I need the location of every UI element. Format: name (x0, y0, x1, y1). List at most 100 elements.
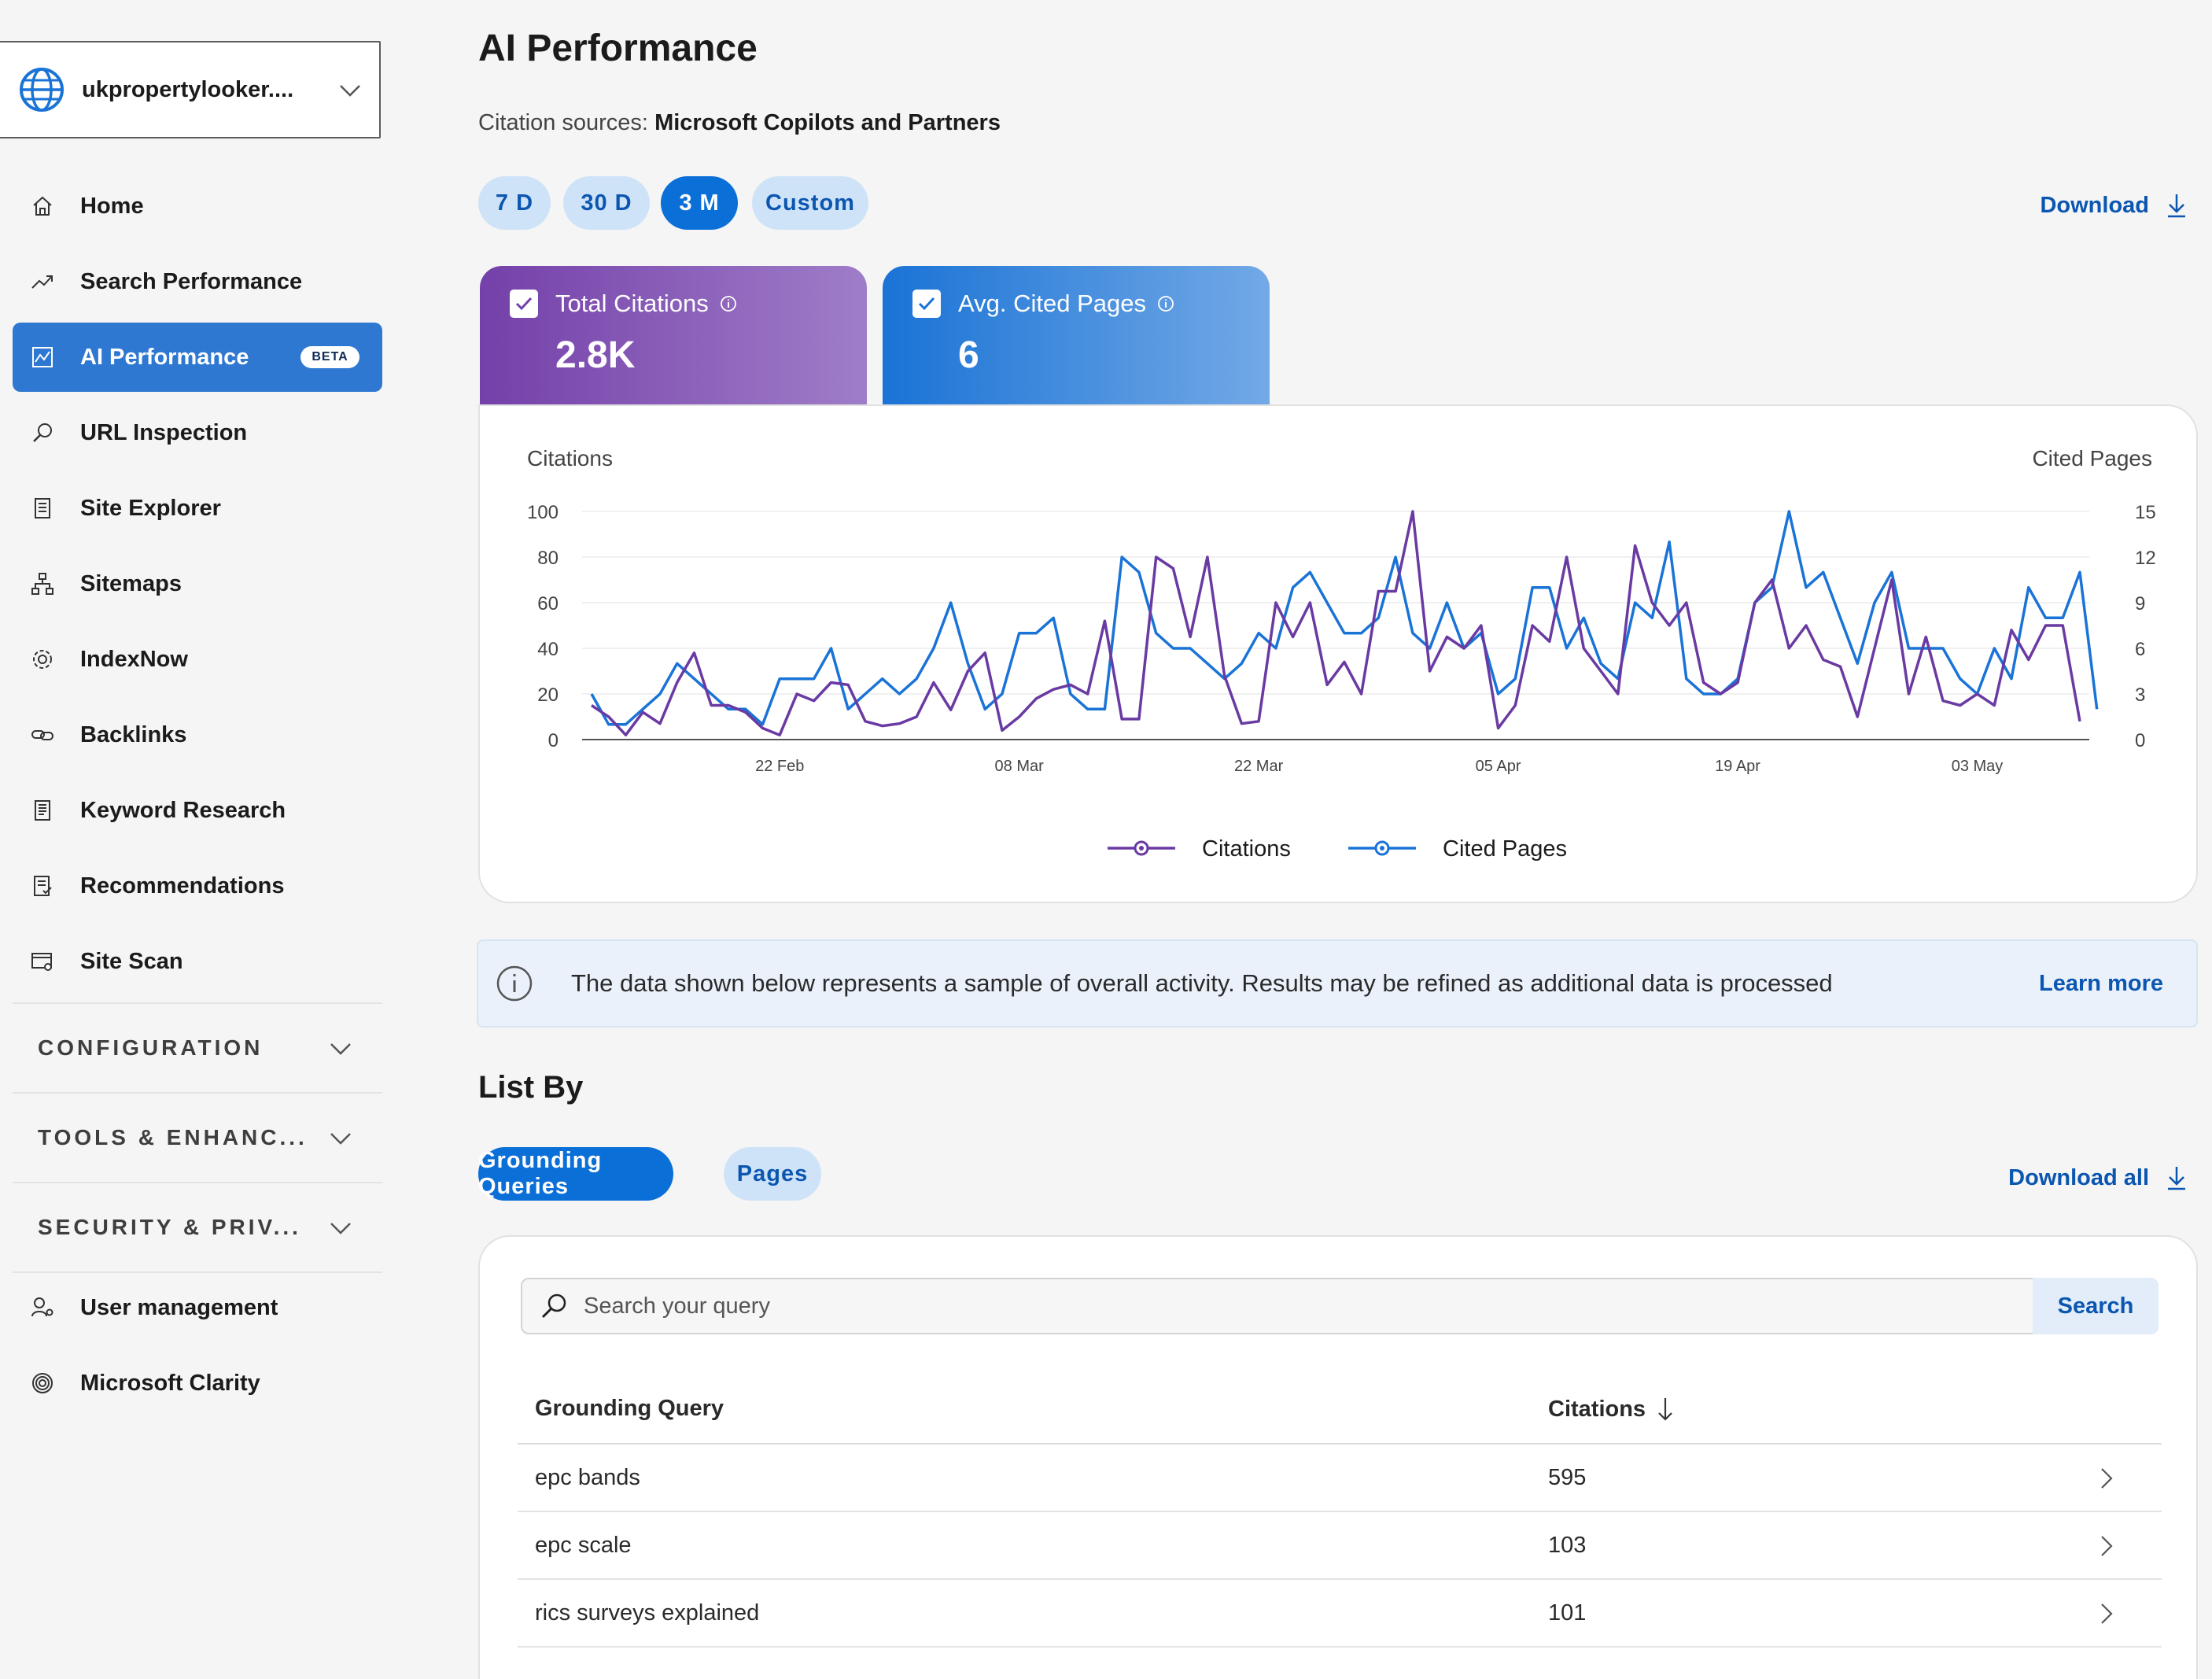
sidebar: ukpropertylooker.... Home Search Perform… (0, 0, 393, 1679)
section-label: SECURITY & PRIV... (38, 1215, 301, 1239)
checklist-icon (34, 876, 52, 896)
chevron-down-icon (330, 1043, 351, 1055)
chevron-down-icon (330, 1223, 351, 1234)
y-tick-label: 60 (537, 593, 559, 614)
table-row[interactable]: epc scale 103 (518, 1512, 2162, 1580)
range-3m-button[interactable]: 3 M (661, 176, 738, 230)
y-axis-title: Citations (527, 446, 613, 470)
chart-icon (32, 347, 53, 367)
sidebar-item-keyword-research[interactable]: Keyword Research (13, 776, 382, 845)
section-label: TOOLS & ENHANC... (38, 1125, 308, 1149)
search-input[interactable] (584, 1293, 2000, 1319)
column-citations[interactable]: Citations (1548, 1396, 1677, 1423)
total-citations-checkbox[interactable] (510, 290, 538, 318)
search-button[interactable]: Search (2033, 1278, 2159, 1334)
section-configuration[interactable]: CONFIGURATION (13, 1002, 382, 1092)
download-icon (2168, 194, 2185, 218)
section-security-privacy[interactable]: SECURITY & PRIV... (13, 1182, 382, 1271)
sidebar-item-label: Backlinks (80, 721, 187, 747)
sidebar-item-label: Keyword Research (80, 797, 286, 823)
sidebar-item-site-scan[interactable]: Site Scan (13, 927, 382, 996)
y-tick-label: 40 (537, 639, 559, 660)
link-icon (31, 730, 53, 740)
sidebar-item-sitemaps[interactable]: Sitemaps (13, 549, 382, 618)
citation-sources-value: Microsoft Copilots and Partners (654, 110, 1001, 135)
table-header: Grounding Query Citations (518, 1380, 2162, 1445)
sidebar-item-search-performance[interactable]: Search Performance (13, 247, 382, 316)
sidebar-item-label: User management (80, 1294, 278, 1320)
row-citations: 103 (1548, 1533, 1587, 1558)
range-30d-button[interactable]: 30 D (563, 176, 650, 230)
sitemap-icon (31, 573, 53, 595)
beta-badge: BETA (300, 346, 359, 368)
download-all-button[interactable]: Download all (2008, 1164, 2190, 1191)
site-picker[interactable]: ukpropertylooker.... (0, 41, 381, 138)
user-gear-icon (31, 1297, 53, 1317)
banner-message: The data shown below represents a sample… (571, 969, 1833, 997)
x-tick-label: 22 Mar (1234, 758, 1284, 775)
x-tick-label: 03 May (1952, 758, 2004, 775)
avg-cited-pages-label: Avg. Cited Pages (958, 290, 1146, 317)
legend-marker-dot (1139, 846, 1144, 851)
sidebar-item-label: URL Inspection (80, 419, 248, 445)
sidebar-item-site-explorer[interactable]: Site Explorer (13, 474, 382, 543)
sidebar-item-microsoft-clarity[interactable]: Microsoft Clarity (13, 1349, 382, 1418)
y2-axis-title: Cited Pages (2032, 446, 2152, 470)
sidebar-item-backlinks[interactable]: Backlinks (13, 700, 382, 769)
info-icon[interactable] (1157, 295, 1174, 312)
y-tick-label: 100 (527, 502, 559, 523)
section-tools-enhancements[interactable]: TOOLS & ENHANC... (13, 1092, 382, 1182)
tab-pages[interactable]: Pages (724, 1147, 821, 1201)
avg-cited-pages-card[interactable]: Avg. Cited Pages 6 (883, 266, 1270, 406)
tab-grounding-queries[interactable]: Grounding Queries (478, 1147, 673, 1201)
total-citations-card[interactable]: Total Citations 2.8K (480, 266, 867, 406)
sidebar-item-url-inspection[interactable]: URL Inspection (13, 398, 382, 467)
row-citations: 595 (1548, 1465, 1587, 1490)
column-citations-label: Citations (1548, 1396, 1646, 1422)
main-content: AI Performance Citation sources: Microso… (477, 0, 2201, 1679)
row-query: epc scale (535, 1533, 632, 1558)
sidebar-item-indexnow[interactable]: IndexNow (13, 625, 382, 694)
sample-data-banner: The data shown below represents a sample… (477, 939, 2198, 1028)
y2-tick-label: 15 (2135, 502, 2156, 523)
table-row[interactable]: rics surveys explained 101 (518, 1580, 2162, 1648)
range-7d-button[interactable]: 7 D (478, 176, 551, 230)
sidebar-item-label: AI Performance (80, 344, 249, 370)
x-tick-label: 05 Apr (1476, 758, 1521, 775)
sidebar-item-label: Site Scan (80, 948, 183, 974)
clarity-icon (32, 1373, 53, 1393)
sidebar-item-label: Home (80, 193, 144, 219)
search-icon (541, 1293, 566, 1319)
download-button[interactable]: Download (2040, 192, 2190, 219)
series-line-cited-pages (590, 510, 2099, 726)
sidebar-item-home[interactable]: Home (13, 172, 382, 241)
total-citations-value: 2.8K (555, 334, 636, 376)
sidebar-item-ai-performance[interactable]: AI Performance BETA (13, 323, 382, 392)
sidebar-item-label: Sitemaps (80, 570, 182, 596)
y2-tick-label: 9 (2135, 593, 2145, 614)
table-row[interactable]: epc bands 595 (518, 1445, 2162, 1512)
range-custom-button[interactable]: Custom (752, 176, 868, 230)
avg-cited-pages-value: 6 (958, 334, 979, 376)
sidebar-item-label: Site Explorer (80, 495, 221, 521)
y2-tick-label: 0 (2135, 730, 2145, 751)
sidebar-item-user-management[interactable]: User management (13, 1273, 382, 1342)
home-icon (33, 196, 52, 216)
total-citations-label: Total Citations (555, 290, 709, 317)
chart-card: Citations Cited Pages 0 20 40 60 80 100 0 3 6 9 12… (478, 404, 2198, 903)
sidebar-item-recommendations[interactable]: Recommendations (13, 851, 382, 921)
x-tick-label: 19 Apr (1715, 758, 1760, 775)
series-line-citations (591, 510, 2081, 736)
learn-more-link[interactable]: Learn more (2039, 971, 2163, 996)
chevron-right-icon (2101, 1603, 2113, 1624)
citation-sources-label: Citation sources: (478, 110, 648, 135)
chevron-right-icon (2101, 1536, 2113, 1556)
avg-cited-pages-checkbox[interactable] (912, 290, 941, 318)
column-grounding-query[interactable]: Grounding Query (535, 1396, 724, 1421)
site-name: ukpropertylooker.... (82, 76, 294, 102)
info-icon[interactable] (720, 295, 737, 312)
legend-label: Cited Pages (1443, 836, 1567, 862)
y2-tick-label: 6 (2135, 639, 2145, 660)
sidebar-item-label: Microsoft Clarity (80, 1370, 260, 1396)
document-icon (35, 498, 50, 518)
